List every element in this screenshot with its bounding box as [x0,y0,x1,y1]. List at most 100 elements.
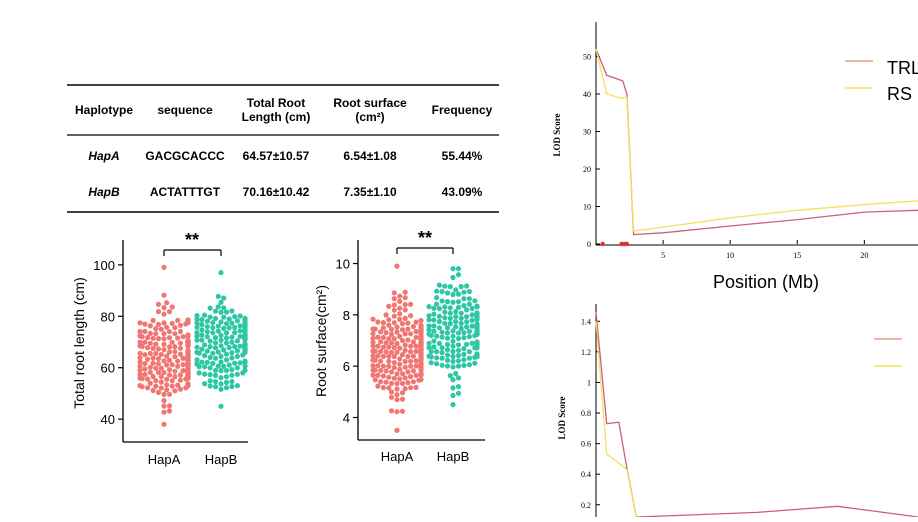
beeswarm2-point-hapa [399,396,406,402]
beeswarm2-point-hapb [466,349,472,355]
beeswarm2-point-hapb [455,352,462,359]
beeswarm1-point-hapb [234,338,240,344]
beeswarm2-point-hapb [464,341,470,347]
beeswarm2-point-hapa [375,383,381,389]
beeswarm1-point-hapb [210,325,216,331]
beeswarm1-ytick-label: 40 [101,412,115,427]
beeswarm1-point-hapb [226,316,232,322]
beeswarm2-point-hapb [444,357,451,363]
beeswarm1-point-hapa [161,320,167,326]
beeswarm1-point-hapa [155,346,162,352]
beeswarm1-point-hapa [155,301,162,307]
beeswarm1-point-hapb [218,299,224,305]
beeswarm-root-surface: Root surface(cm²) ** 4 6 8 10 HapA HapB [313,228,485,464]
beeswarm1-point-hapb [223,374,230,380]
beeswarm2-point-hapb [461,303,467,309]
beeswarm2-point-hapb [450,348,456,354]
beeswarm2-point-hapa [380,353,386,359]
beeswarm1-point-hapa [172,344,178,350]
beeswarm1-point-hapb [204,348,210,354]
beeswarm2-point-hapb [461,335,467,341]
beeswarm1-point-hapb [194,313,200,319]
beeswarm1-point-hapb [218,309,224,315]
table-header-total-root-length: Total Root Length (cm) [242,96,311,124]
beeswarm2-point-hapb [439,350,445,356]
beeswarm1-point-hapa [172,331,178,337]
beeswarm1-point-hapb [212,340,219,346]
beeswarm1-point-hapb [207,372,213,378]
lod1-xtick-label: 10 [726,251,734,260]
beeswarm1-point-hapb [212,372,219,378]
beeswarm1-point-hapb [232,324,238,331]
beeswarm1-point-hapa [137,328,143,335]
beeswarm2-point-hapa [388,408,395,414]
beeswarm1-point-hapb [210,330,216,336]
beeswarm1-point-hapb [212,355,219,361]
beeswarm2-point-hapa [394,371,400,377]
beeswarm1-point-hapb [218,319,224,325]
beeswarm2-point-hapa [391,313,397,319]
beeswarm2-point-hapb [455,390,462,396]
beeswarm2-point-hapb [469,340,475,346]
beeswarm2-point-hapa [388,380,395,386]
beeswarm2-point-hapb [453,287,459,293]
beeswarm2-point-hapa [397,293,403,299]
beeswarm2-point-hapa [399,390,406,396]
beeswarm2-point-hapb [453,324,459,330]
lod1-ytick-label: 0 [587,240,591,249]
beeswarm2-point-hapb [426,353,432,359]
beeswarm1-point-hapa [185,337,191,343]
beeswarm1-point-hapa [166,309,173,315]
beeswarm2-point-hapa [408,349,414,355]
beeswarm1-point-hapb [215,363,221,369]
beeswarm1-point-hapa [150,387,156,394]
beeswarm2-point-hapa [383,340,389,346]
beeswarm2-point-hapb [450,392,456,399]
beeswarm2-point-hapb [461,330,467,336]
beeswarm2-point-hapa [391,320,397,326]
beeswarm2-point-hapa [405,353,411,360]
beeswarm1-point-hapb [242,315,248,321]
beeswarm2-point-hapb [466,296,472,302]
beeswarm1-point-hapb [229,350,235,356]
beeswarm1-point-hapb [229,320,235,326]
beeswarm2-point-hapa [402,342,408,348]
beeswarm1-point-hapa [150,317,156,324]
beeswarm1-point-hapb [223,335,230,341]
beeswarm2-point-hapa [394,427,400,433]
beeswarm2-point-hapa [375,353,381,359]
beeswarm2-point-hapa [394,324,400,330]
beeswarm1-point-hapa [161,292,167,298]
beeswarm2-point-hapa [378,348,384,355]
beeswarm2-point-hapa [378,339,384,345]
beeswarm2-point-hapb [447,373,453,379]
beeswarm1-xtick-hapb: HapB [205,452,238,467]
beeswarm2-point-hapb [469,312,475,318]
beeswarm1-point-hapb [229,378,235,385]
beeswarm2-point-hapb [461,362,467,368]
beeswarm2-ytick-label: 6 [343,359,350,374]
beeswarm2-point-hapb [461,296,467,302]
beeswarm2-point-hapb [450,333,456,339]
beeswarm2-point-hapa [370,367,376,373]
beeswarm2-point-hapb [444,341,451,348]
lod1-ylabel: LOD Score [552,113,562,156]
beeswarm1-point-hapb [202,371,208,377]
beeswarm2-point-hapb [426,313,432,319]
beeswarm1-point-hapa [147,350,153,356]
beeswarm1-point-hapa [155,356,162,362]
beeswarm2-point-hapb [442,320,448,326]
beeswarm2-point-hapa [370,357,376,363]
beeswarm2-point-hapa [380,325,386,331]
beeswarm1-point-hapa [180,355,186,361]
beeswarm1-point-hapa [150,345,156,351]
beeswarm2-point-hapb [436,340,442,346]
beeswarm2-point-hapa [386,363,392,369]
beeswarm1-point-hapb [242,358,248,364]
beeswarm2-point-hapb [436,325,442,331]
beeswarm1-point-hapa [147,364,153,370]
beeswarm2-point-hapb [466,328,472,334]
beeswarm2-point-hapa [399,338,406,344]
beeswarm2-point-hapb [450,353,456,359]
beeswarm1-point-hapa [169,378,175,384]
